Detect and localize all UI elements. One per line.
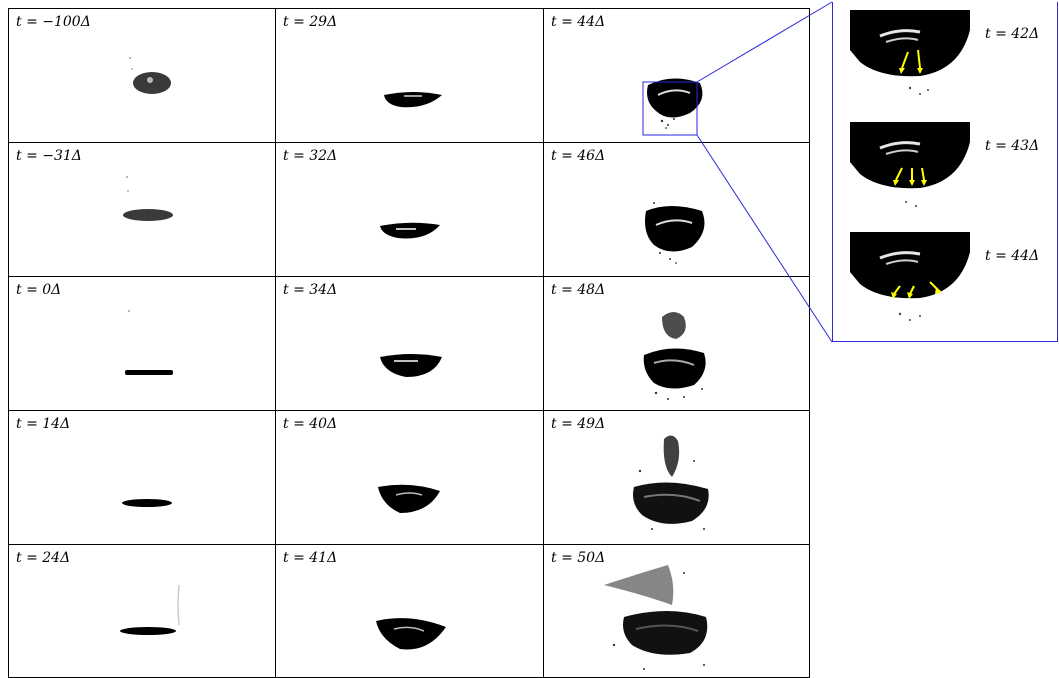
panel-r5-c3: t = 50Δ <box>543 544 810 678</box>
time-label: t = −100Δ <box>16 14 91 30</box>
zoom-panel-3 <box>850 232 970 332</box>
time-label: t = 41Δ <box>283 550 338 566</box>
panel-r5-c1: t = 24Δ <box>8 544 276 678</box>
time-label: t = 24Δ <box>16 550 71 566</box>
panel-r5-c2: t = 41Δ <box>275 544 544 678</box>
panel-r3-c2: t = 34Δ <box>275 276 544 411</box>
zoom-panel-1 <box>850 10 970 110</box>
panel-r4-c1: t = 14Δ <box>8 410 276 545</box>
time-label: t = 44Δ <box>551 14 606 30</box>
zoom-label-3: t = 44Δ <box>985 248 1040 264</box>
time-label: t = 50Δ <box>551 550 606 566</box>
time-label: t = 48Δ <box>551 282 606 298</box>
time-label: t = 46Δ <box>551 148 606 164</box>
panel-r2-c2: t = 32Δ <box>275 142 544 277</box>
panel-r2-c1: t = −31Δ <box>8 142 276 277</box>
time-label: t = −31Δ <box>16 148 82 164</box>
panel-r3-c1: t = 0Δ <box>8 276 276 411</box>
panel-r1-c2: t = 29Δ <box>275 8 544 143</box>
time-label: t = 29Δ <box>283 14 338 30</box>
zoom-label-2: t = 43Δ <box>985 138 1040 154</box>
zoom-inset: t = 42Δ t = 43Δ <box>832 2 1058 342</box>
panel-r2-c3: t = 46Δ <box>543 142 810 277</box>
time-label: t = 0Δ <box>16 282 62 298</box>
panel-r4-c2: t = 40Δ <box>275 410 544 545</box>
zoom-panel-2 <box>850 122 970 222</box>
panel-r4-c3: t = 49Δ <box>543 410 810 545</box>
time-label: t = 40Δ <box>283 416 338 432</box>
panel-r3-c3: t = 48Δ <box>543 276 810 411</box>
time-label: t = 49Δ <box>551 416 606 432</box>
time-label: t = 34Δ <box>283 282 338 298</box>
time-label: t = 14Δ <box>16 416 71 432</box>
panel-r1-c3: t = 44Δ <box>543 8 810 143</box>
time-label: t = 32Δ <box>283 148 338 164</box>
panel-r1-c1: t = −100Δ <box>8 8 276 143</box>
zoom-label-1: t = 42Δ <box>985 26 1040 42</box>
